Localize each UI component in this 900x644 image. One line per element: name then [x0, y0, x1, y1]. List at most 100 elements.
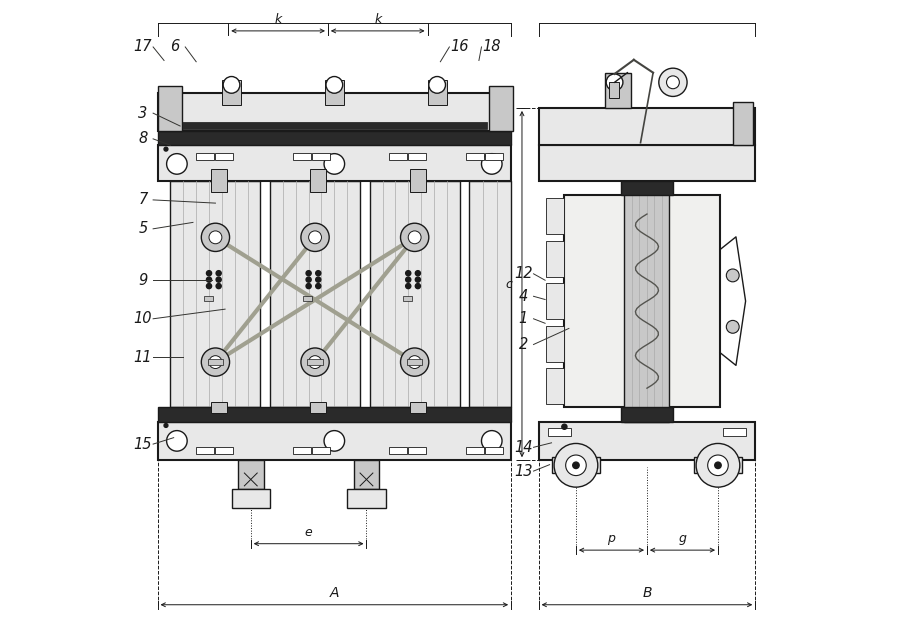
Circle shape: [216, 283, 221, 289]
Circle shape: [707, 455, 728, 475]
Bar: [310, 402, 327, 413]
Text: k: k: [274, 13, 282, 26]
Bar: [546, 198, 564, 234]
Text: 4: 4: [518, 289, 528, 304]
Circle shape: [206, 270, 211, 276]
Bar: [409, 153, 427, 160]
Circle shape: [324, 154, 345, 174]
Bar: [311, 153, 329, 160]
Circle shape: [415, 283, 420, 289]
Bar: [196, 447, 214, 454]
Text: 9: 9: [139, 272, 148, 288]
Text: 13: 13: [514, 464, 533, 478]
Circle shape: [400, 223, 428, 251]
Bar: [389, 153, 407, 160]
Circle shape: [726, 321, 739, 333]
Bar: [270, 180, 360, 408]
Text: g: g: [679, 532, 687, 545]
Bar: [307, 359, 323, 365]
Bar: [370, 180, 460, 408]
Circle shape: [216, 277, 221, 282]
Circle shape: [715, 462, 721, 469]
Circle shape: [726, 269, 739, 282]
Bar: [215, 447, 233, 454]
Bar: [552, 457, 600, 473]
Bar: [489, 86, 513, 131]
Bar: [204, 296, 213, 301]
Bar: [292, 153, 310, 160]
Circle shape: [164, 424, 168, 428]
Circle shape: [166, 154, 187, 174]
Bar: [609, 82, 619, 99]
Bar: [605, 73, 631, 108]
Bar: [546, 326, 564, 362]
Bar: [347, 489, 386, 508]
Bar: [546, 283, 564, 319]
Bar: [621, 408, 672, 422]
Circle shape: [206, 283, 211, 289]
Circle shape: [306, 270, 311, 276]
Circle shape: [316, 270, 320, 276]
Circle shape: [406, 277, 410, 282]
Bar: [292, 447, 310, 454]
Bar: [158, 86, 182, 131]
Circle shape: [562, 424, 567, 430]
Circle shape: [415, 270, 420, 276]
Bar: [539, 146, 755, 180]
Bar: [621, 180, 672, 194]
Text: 1: 1: [518, 311, 528, 327]
Bar: [548, 428, 571, 436]
Circle shape: [659, 68, 687, 97]
Circle shape: [202, 223, 230, 251]
Bar: [723, 428, 745, 436]
Bar: [485, 153, 503, 160]
Circle shape: [216, 270, 221, 276]
Bar: [182, 122, 487, 129]
Circle shape: [406, 283, 410, 289]
Circle shape: [309, 231, 321, 244]
Circle shape: [406, 270, 410, 276]
Bar: [409, 447, 427, 454]
Text: 16: 16: [450, 39, 469, 55]
Bar: [733, 102, 753, 146]
Circle shape: [316, 283, 320, 289]
Circle shape: [566, 455, 586, 475]
Circle shape: [166, 431, 187, 451]
Bar: [196, 153, 214, 160]
Text: B: B: [643, 586, 652, 600]
Circle shape: [696, 444, 740, 487]
Bar: [215, 153, 233, 160]
Bar: [410, 402, 426, 413]
Bar: [694, 457, 742, 473]
Circle shape: [202, 348, 230, 376]
Circle shape: [324, 431, 345, 451]
Text: p: p: [608, 532, 616, 545]
Bar: [546, 368, 564, 404]
Text: 17: 17: [133, 39, 152, 55]
Text: 5: 5: [139, 222, 148, 236]
Circle shape: [572, 462, 580, 469]
Bar: [546, 240, 564, 277]
Text: 8: 8: [139, 131, 148, 146]
Bar: [325, 80, 344, 106]
Bar: [403, 296, 412, 301]
Bar: [389, 447, 407, 454]
Text: 10: 10: [133, 311, 152, 327]
Bar: [158, 146, 511, 180]
Circle shape: [326, 77, 343, 93]
Text: k: k: [374, 13, 382, 26]
Bar: [170, 180, 260, 408]
Bar: [407, 359, 422, 365]
Bar: [303, 296, 312, 301]
Bar: [428, 80, 446, 106]
Circle shape: [482, 431, 502, 451]
Bar: [158, 131, 511, 146]
Bar: [539, 422, 755, 460]
Bar: [238, 460, 264, 489]
Text: 14: 14: [514, 440, 533, 455]
Text: e: e: [305, 526, 312, 538]
Bar: [354, 460, 379, 489]
Circle shape: [301, 223, 329, 251]
Circle shape: [209, 355, 222, 368]
Circle shape: [223, 77, 240, 93]
